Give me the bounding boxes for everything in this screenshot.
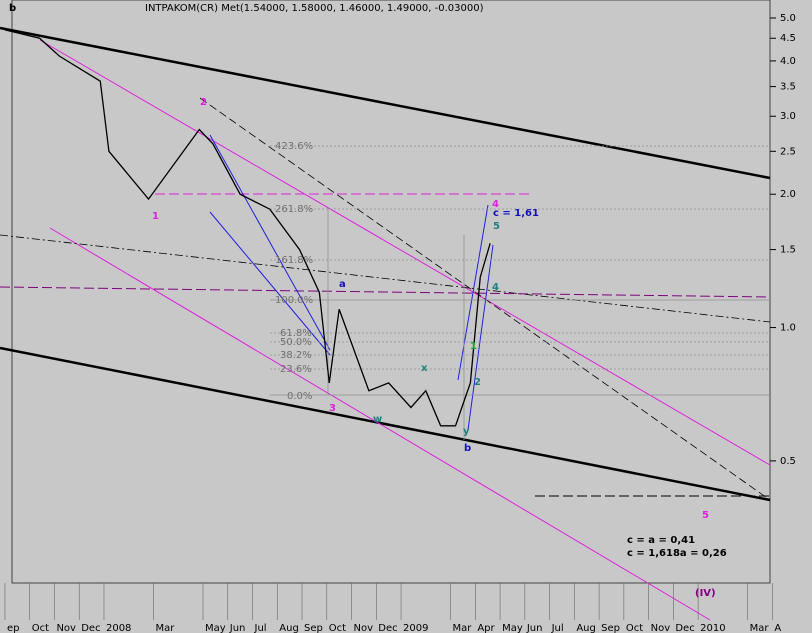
channel-top — [0, 26, 771, 180]
x-tick-label: Oct — [626, 623, 643, 633]
y-tick-label: 1.0 — [780, 323, 796, 334]
purple-dashed-line — [0, 286, 771, 298]
x-tick-label: Sep — [304, 623, 323, 633]
x-tick-label: May — [502, 623, 523, 633]
annotation: 50.0% — [280, 337, 312, 348]
y-tick-label: 1.5 — [780, 245, 796, 256]
annotation: c = 1,618a = 0,26 — [627, 548, 727, 559]
x-tick-label: ep — [7, 623, 20, 633]
x-tick-label: 2009 — [403, 623, 428, 633]
x-tick-label: Mar — [750, 623, 770, 633]
x-tick-label: Mar — [453, 623, 473, 633]
y-tick-label: 3.5 — [780, 82, 796, 93]
corner-label: b — [9, 3, 16, 14]
x-tick-label: Sep — [601, 623, 620, 633]
y-tick-label: 2.0 — [780, 189, 796, 200]
x-tick-label: Oct — [32, 623, 49, 633]
annotation: 5 — [702, 510, 709, 521]
annotation: 2 — [200, 97, 207, 108]
annotation: x — [421, 363, 428, 374]
blue-line — [209, 134, 331, 351]
y-tick-label: 3.0 — [780, 111, 796, 122]
dash-dot-line — [0, 234, 771, 323]
x-tick-label: Nov — [651, 623, 671, 633]
blue-line — [457, 204, 489, 381]
chart-title: INTPAKOM(CR) Met(1.54000, 1.58000, 1.460… — [145, 3, 484, 14]
annotation: c = 1,61 — [493, 208, 539, 219]
x-tick-label: Mar — [155, 623, 175, 633]
x-tick-label: Aug — [279, 623, 299, 633]
annotation: 5 — [493, 221, 500, 232]
x-tick-label: Apr — [477, 623, 495, 633]
x-tick-label: Aug — [576, 623, 596, 633]
x-tick-label: May — [205, 623, 226, 633]
x-tick-label: Jul — [254, 623, 267, 633]
annotation: 100.0% — [275, 295, 313, 306]
annotation: 38.2% — [280, 350, 312, 361]
y-tick-label: 0.5 — [780, 456, 796, 467]
y-tick-label: 2.5 — [780, 146, 796, 157]
x-tick-label: Jun — [526, 623, 543, 633]
annotation: 23.6% — [280, 364, 312, 375]
trendlines — [0, 26, 771, 621]
blue-line — [209, 211, 331, 356]
x-tick-label: Oct — [329, 623, 346, 633]
annotation: 4 — [492, 282, 499, 293]
annotation: a — [339, 279, 346, 290]
annotation: 161.8% — [275, 255, 313, 266]
x-tick-label: 2010 — [700, 623, 725, 633]
annotation: (IV) — [695, 588, 716, 599]
x-tick-label: Jun — [229, 623, 246, 633]
annotation: 1 — [470, 341, 477, 352]
y-tick-label: 4.5 — [780, 33, 796, 44]
x-tick-label: Dec — [675, 623, 694, 633]
annotation: w — [373, 414, 382, 425]
x-tick-label: Nov — [354, 623, 374, 633]
x-tick-label: A — [774, 623, 781, 633]
x-tick-label: Dec — [378, 623, 397, 633]
annotation: 61.8% — [280, 328, 312, 339]
x-tick-label: Jul — [551, 623, 564, 633]
annotation: 423.6% — [275, 141, 313, 152]
annotation: c = a = 0,41 — [627, 535, 695, 546]
annotation: y — [463, 426, 470, 437]
magenta-line — [49, 227, 711, 621]
price-line — [4, 29, 491, 427]
y-tick-label: 5.0 — [780, 13, 796, 24]
blue-line — [467, 244, 494, 431]
channel-bottom — [0, 346, 771, 502]
annotation: 1 — [152, 211, 159, 222]
annotation: 0.0% — [287, 391, 312, 402]
dashed-line — [199, 97, 771, 501]
y-tick-label: 4.0 — [780, 56, 796, 67]
x-tick-label: Nov — [56, 623, 76, 633]
annotation: 4 — [492, 199, 499, 210]
annotation: b — [464, 443, 471, 454]
annotation: 3 — [329, 403, 336, 414]
magenta-line — [39, 39, 771, 466]
x-tick-label: Dec — [81, 623, 100, 633]
x-tick-label: 2008 — [106, 623, 131, 633]
annotation: 261.8% — [275, 204, 313, 215]
annotation: 2 — [474, 377, 481, 388]
